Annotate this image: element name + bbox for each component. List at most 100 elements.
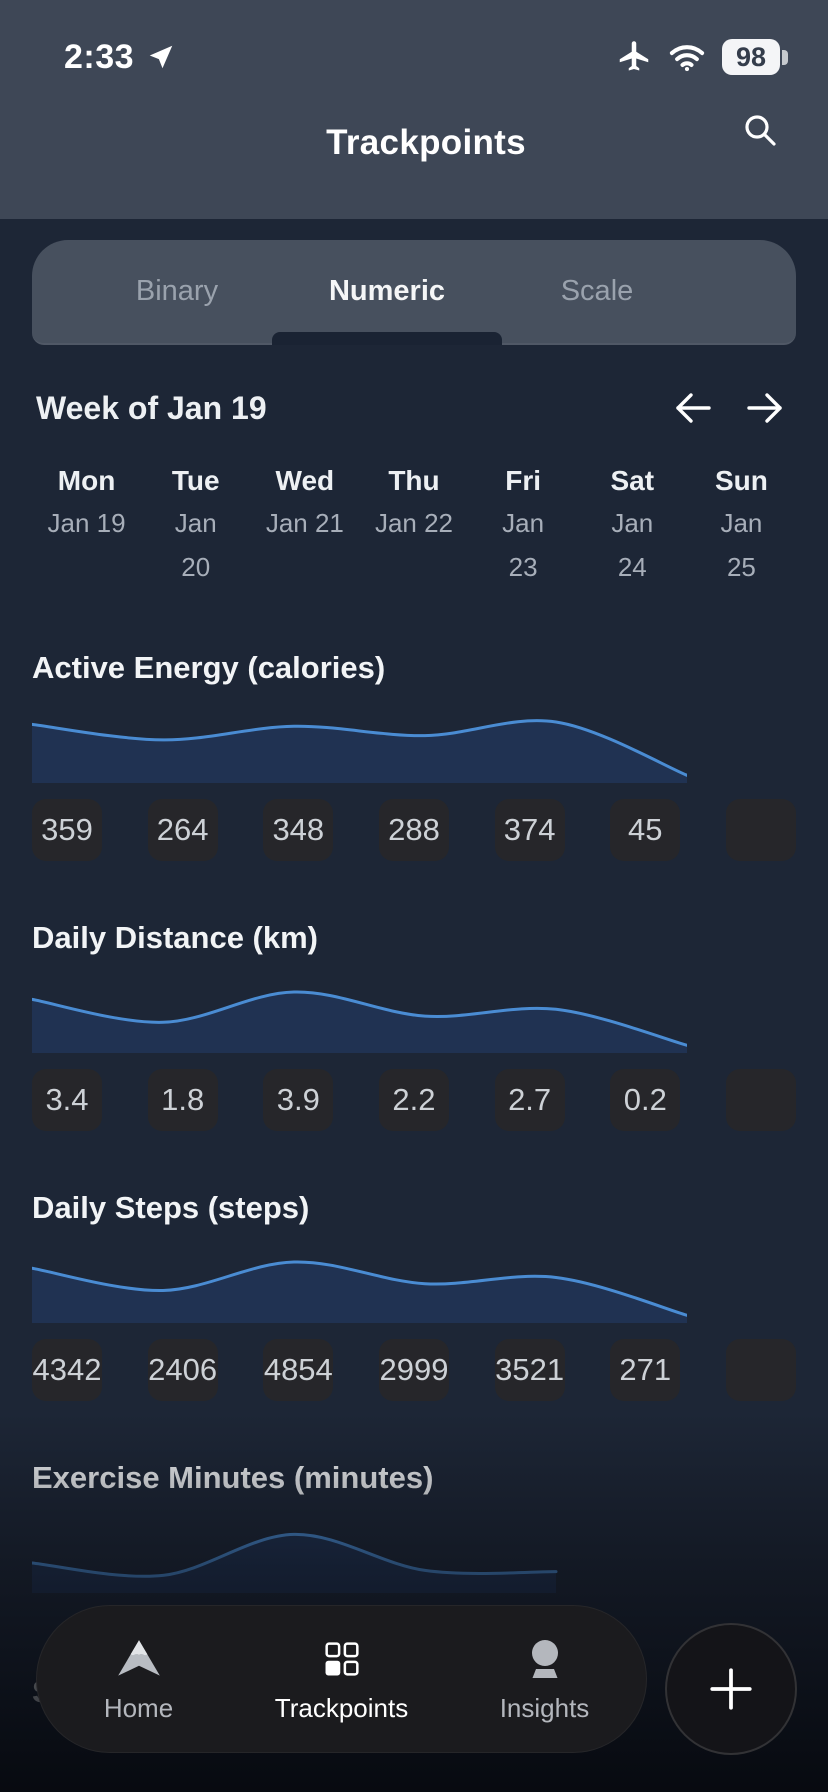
status-bar: 2:33 98: [64, 0, 788, 100]
tab-binary[interactable]: Binary: [72, 240, 282, 343]
arrow-right-icon: [742, 385, 788, 431]
value-chip[interactable]: 2.7: [494, 1069, 565, 1131]
value-chip[interactable]: 271: [610, 1339, 681, 1401]
location-arrow-icon: [146, 42, 176, 72]
value-chips: 359 264 348 288 374 45: [32, 799, 796, 861]
sparkline-chart: [32, 990, 687, 1053]
clock: 2:33: [64, 37, 135, 76]
page-title: Trackpoints: [326, 123, 526, 162]
battery-level: 98: [722, 39, 780, 75]
prev-week-button[interactable]: [670, 385, 716, 431]
day-column-tue: Tue Jan 20: [141, 461, 250, 589]
section-title: Daily Distance (km): [32, 920, 318, 955]
section-1: Active Energy (calories) 359 264 348 288 374 4…: [32, 647, 796, 861]
search-icon: [738, 108, 782, 152]
value-chip[interactable]: 3.4: [32, 1069, 102, 1131]
active-tab-indicator: [272, 332, 502, 345]
nav-label: Insights: [499, 1692, 590, 1723]
status-icons: 98: [616, 39, 788, 75]
tab-numeric[interactable]: Numeric: [282, 240, 492, 343]
day-date: Jan: [611, 508, 654, 538]
section-title: Daily Steps (steps): [32, 1190, 310, 1225]
day-name: Mon: [57, 465, 116, 496]
value-chip[interactable]: 3.9: [263, 1069, 334, 1131]
fab-add-button[interactable]: [665, 1623, 797, 1755]
value-chip[interactable]: 1.8: [147, 1069, 218, 1131]
day-date: Jan 22: [374, 508, 454, 538]
section-title: Active Energy (calories): [32, 650, 386, 685]
day-date: Jan 21: [265, 508, 344, 538]
nav-item-insights[interactable]: Insights: [443, 1606, 646, 1752]
value-chip[interactable]: 288: [378, 799, 449, 861]
value-chip[interactable]: 4854: [263, 1339, 334, 1401]
value-chip[interactable]: [725, 1339, 796, 1401]
nav-label: Trackpoints: [274, 1692, 409, 1723]
tab-bar: Binary Numeric Scale: [32, 240, 796, 345]
nav-item-home[interactable]: Home: [37, 1606, 240, 1752]
week-header: Week of Jan 19: [36, 385, 788, 431]
section-title: Exercise Minutes (minutes): [32, 1460, 434, 1495]
sparkline-chart: [32, 1532, 558, 1593]
value-chip[interactable]: 3521: [494, 1339, 565, 1401]
value-chips: 3.4 1.8 3.9 2.2 2.7 0.2: [32, 1069, 796, 1131]
section-4: Exercise Minutes (minutes): [32, 1457, 796, 1593]
airplane-mode-icon: [616, 39, 652, 75]
mountain-icon: [114, 1635, 164, 1683]
day-date: 24: [617, 552, 647, 582]
tab-scale[interactable]: Scale: [492, 240, 702, 343]
search-button[interactable]: [732, 102, 788, 158]
plus-icon: [701, 1659, 761, 1719]
grid-icon: [319, 1635, 365, 1683]
day-date: 20: [181, 552, 211, 582]
bottom-nav: Home Trackpoints Insights: [36, 1605, 647, 1753]
value-chip[interactable]: 2999: [378, 1339, 449, 1401]
sparkline-chart: [32, 1260, 687, 1323]
nav-label: Home: [103, 1692, 174, 1723]
day-column-thu: Thu Jan 22: [359, 461, 468, 589]
battery-indicator: 98: [722, 39, 788, 75]
value-chip[interactable]: 2.2: [378, 1069, 449, 1131]
title-bar: Trackpoints: [64, 100, 788, 186]
value-chips: 4342 2406 4854 2999 3521 271: [32, 1339, 796, 1401]
wifi-icon: [668, 41, 706, 73]
day-column-sat: Sat Jan 24: [578, 461, 687, 589]
section-3: Daily Steps (steps) 4342 2406 4854 2999 3521 2…: [32, 1187, 796, 1401]
week-title: Week of Jan 19: [36, 389, 267, 426]
value-chip[interactable]: 348: [263, 799, 334, 861]
value-chip[interactable]: 2406: [147, 1339, 218, 1401]
day-name: Wed: [275, 465, 335, 496]
day-date: Jan: [502, 508, 545, 538]
day-name: Sun: [714, 465, 768, 496]
days-row: Mon Jan 19 Tue Jan 20 Wed Jan 21 Thu Jan 22 Fri Ja…: [32, 461, 796, 589]
value-chip[interactable]: 0.2: [610, 1069, 681, 1131]
value-chip[interactable]: 359: [32, 799, 102, 861]
day-date: 23: [508, 552, 538, 582]
day-name: Tue: [171, 465, 220, 496]
app-header: 2:33 98 Trackpoints: [0, 0, 828, 219]
sparkline-chart: [32, 719, 687, 783]
week-arrows: [670, 385, 788, 431]
day-name: Sat: [610, 465, 655, 496]
value-chip[interactable]: [725, 799, 796, 861]
day-column-sun: Sun Jan 25: [687, 461, 796, 589]
battery-nub-icon: [782, 49, 788, 65]
value-chip[interactable]: 264: [147, 799, 218, 861]
value-chip[interactable]: 374: [494, 799, 565, 861]
day-date: Jan: [720, 508, 763, 538]
next-week-button[interactable]: [742, 385, 788, 431]
value-chip[interactable]: 45: [610, 799, 681, 861]
value-chip[interactable]: 4342: [32, 1339, 102, 1401]
metric-sections: Active Energy (calories) 359 264 348 288 374 4…: [32, 647, 796, 1713]
day-name: Thu: [388, 465, 440, 496]
section-2: Daily Distance (km) 3.4 1.8 3.9 2.2 2.7 0.2: [32, 917, 796, 1131]
day-column-mon: Mon Jan 19: [32, 461, 141, 589]
crystal-ball-icon: [523, 1635, 567, 1683]
day-date: 25: [726, 552, 756, 582]
value-chip[interactable]: [725, 1069, 796, 1131]
day-column-wed: Wed Jan 21: [250, 461, 359, 589]
arrow-left-icon: [670, 385, 716, 431]
day-name: Fri: [505, 465, 542, 496]
nav-item-trackpoints[interactable]: Trackpoints: [240, 1606, 443, 1752]
day-column-fri: Fri Jan 23: [469, 461, 578, 589]
